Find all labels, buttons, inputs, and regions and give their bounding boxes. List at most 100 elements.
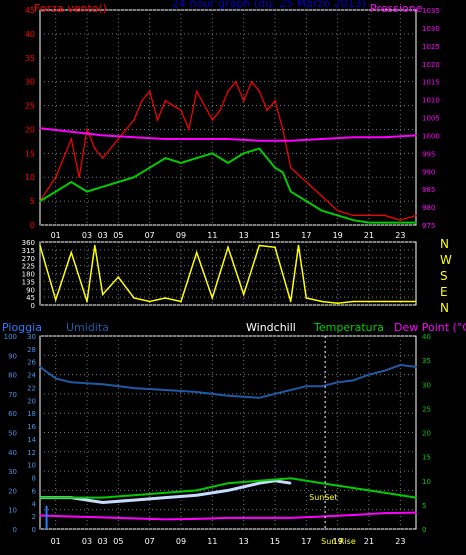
chart1-y2tick-label: 985: [422, 186, 435, 194]
chart1-data-point: [39, 200, 41, 202]
chart3-ytick-label: 60: [8, 410, 17, 418]
chart1-xtick-label: 13: [239, 231, 249, 240]
chart3-data-point: [101, 516, 104, 519]
chart3-data-point: [321, 385, 323, 387]
chart3-yrtick-label: 40: [422, 333, 431, 341]
chart1-data-point: [383, 221, 386, 224]
chart1-y2tick-label: 1020: [422, 61, 440, 69]
chart3-data-point: [101, 501, 104, 504]
chart1-xtick-label: 17: [301, 231, 311, 240]
chart3-y2tick-label: 28: [27, 346, 36, 354]
chart2-data-point: [352, 300, 355, 303]
chart2-data-point: [289, 300, 292, 303]
chart3-xtick-label: 01: [51, 537, 61, 546]
chart3-y2tick-label: 10: [27, 462, 36, 470]
chart1-xtick-label: 21: [364, 231, 374, 240]
chart3-y2tick-label: 22: [27, 384, 36, 392]
chart1-data-point: [101, 185, 104, 188]
chart3-xtick-label: 05: [113, 537, 123, 546]
chart3-xtick-label: 07: [145, 537, 155, 546]
chart1-ytick-label: 0: [30, 221, 35, 230]
chart1-data-point: [266, 109, 268, 112]
chart2-data-point: [211, 297, 214, 299]
chart3-y2tick-label: 18: [27, 410, 36, 418]
chart2-ytick-label: 315: [22, 247, 35, 255]
chart2-ytick-label: 180: [22, 271, 35, 279]
sunrise-label: Sun Rise: [321, 537, 356, 546]
chart3-y2tick-label: 14: [27, 436, 36, 444]
chart1-xtick-label: 01: [51, 231, 61, 240]
chart1-data-point: [383, 136, 386, 139]
chart3-data-point: [70, 381, 73, 384]
chart1-data-point: [336, 214, 339, 217]
chart1-data-point: [156, 119, 159, 121]
chart1-data-point: [148, 90, 151, 93]
chart1-data-point: [70, 181, 73, 183]
chart3-header-label: Umidita: [66, 321, 109, 334]
chart1-y2tick-label: 1010: [422, 97, 440, 105]
chart1-ytick-label: 40: [25, 30, 35, 39]
chart1-data-point: [368, 221, 370, 224]
chart3-yrtick-label: 35: [422, 357, 431, 365]
chart3-series-line: [40, 479, 291, 505]
chart1-y2tick-label: 1005: [422, 115, 440, 123]
chart3-data-point: [101, 383, 104, 386]
chart1-data-point: [195, 90, 198, 93]
chart1-y2tick-label: 975: [422, 222, 435, 230]
chart3-data-point: [258, 479, 261, 482]
chart3-data-point: [289, 477, 292, 480]
chart1-data-point: [219, 109, 221, 112]
chart3-header-label: Pioggia: [2, 321, 42, 334]
temperature-humidity-chart: Pioggia Umidita Windchill Temperatura Dew Po…: [2, 321, 466, 546]
chart2-data-point: [70, 251, 73, 254]
chart1-data-point: [383, 214, 386, 217]
chart3-data-point: [383, 512, 386, 514]
chart1-data-point: [415, 221, 417, 224]
chart1-data-point: [352, 214, 355, 217]
chart2-ytick-label: 0: [31, 302, 35, 310]
chart1-data-point: [399, 221, 402, 224]
chart1-data-point: [164, 138, 167, 140]
chart3-data-point: [289, 517, 292, 519]
chart1-data-point: [54, 190, 57, 193]
chart1-data-point: [70, 131, 73, 133]
chart2-data-point: [258, 244, 261, 247]
chart2-data-point: [117, 276, 120, 278]
chart3-y2tick-label: 20: [27, 397, 36, 405]
chart1-xtick-label: 07: [145, 231, 155, 240]
chart1-data-point: [101, 157, 104, 159]
chart1-data-point: [336, 209, 339, 212]
chart3-ytick-label: 80: [8, 372, 17, 380]
chart1-xtick-label: 03: [82, 231, 92, 240]
chart3-data-point: [352, 487, 355, 489]
compass-label: W: [440, 253, 452, 267]
chart3-xtick-label: 09: [176, 537, 186, 546]
chart2-data-point: [321, 300, 323, 303]
chart2-ytick-label: 135: [22, 278, 35, 286]
chart1-data-point: [321, 138, 323, 140]
chart1-data-point: [148, 166, 151, 169]
chart3-data-point: [336, 381, 339, 384]
chart3-data-point: [133, 387, 135, 389]
chart3-header-label: Temperatura: [313, 321, 384, 334]
chart2-data-point: [94, 244, 96, 247]
chart1-data-point: [305, 181, 308, 183]
chart1-data-point: [227, 90, 229, 93]
chart3-data-point: [164, 518, 167, 521]
chart1-data-point: [321, 209, 323, 212]
chart3-data-point: [54, 377, 57, 380]
chart1-series-line: [39, 147, 416, 224]
chart1-data-point: [227, 162, 229, 164]
chart3-yrtick-label: 30: [422, 381, 431, 389]
chart3-xtick-label: 03: [98, 537, 108, 546]
chart2-data-point: [39, 244, 41, 247]
chart3-xtick-label: 03: [82, 537, 92, 546]
chart1-data-point: [70, 138, 73, 140]
chart3-data-point: [258, 482, 261, 484]
chart3-ytick-label: 0: [13, 526, 17, 534]
chart1-ytick-label: 20: [25, 125, 35, 134]
chart1-data-point: [415, 214, 417, 217]
chart1-data-point: [258, 147, 261, 150]
chart3-yrtick-label: 25: [422, 405, 431, 413]
